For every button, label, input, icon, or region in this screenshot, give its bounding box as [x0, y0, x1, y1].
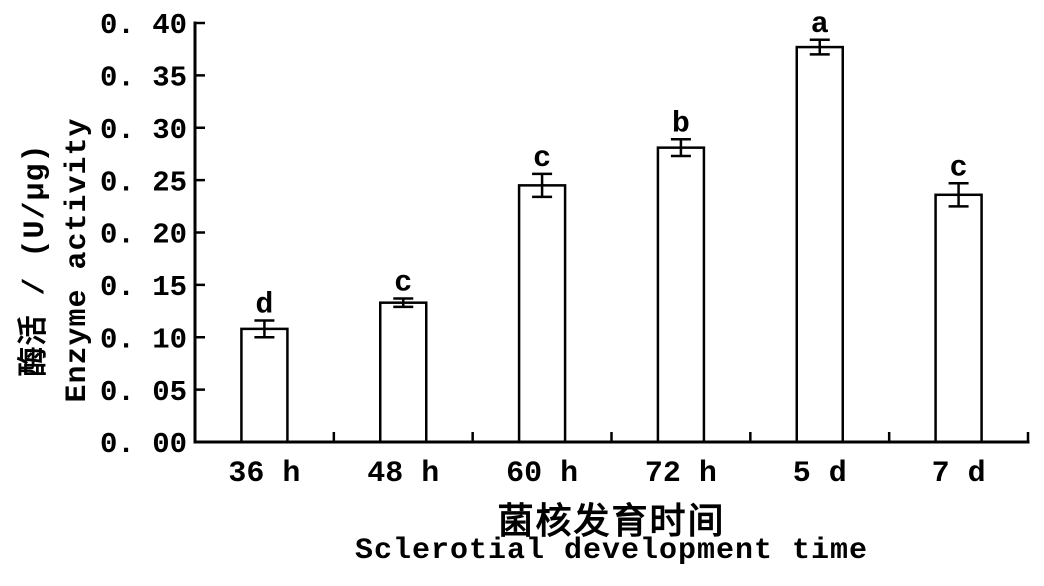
sig-letter: d — [255, 288, 273, 322]
x-tick-label: 5 d — [793, 457, 847, 491]
y-tick-label: 0. 05 — [100, 376, 187, 409]
bar — [379, 301, 428, 444]
y-axis-title: 酶活 / (U/μg) Enzyme activity — [15, 117, 99, 402]
x-axis-title-cn: 菌核发育时间 — [497, 500, 726, 541]
x-tick-label: 60 h — [506, 457, 578, 491]
x-tick-label: 48 h — [367, 457, 439, 491]
x-tick-label: 36 h — [228, 457, 300, 491]
y-tick-label: 0. 00 — [100, 428, 187, 461]
bar — [795, 45, 844, 444]
sig-letter: c — [394, 266, 412, 300]
y-tick-label: 0. 40 — [100, 9, 187, 42]
y-axis-title-cn: 酶活 / (U/μg) — [19, 143, 53, 377]
y-tick-label: 0. 20 — [100, 219, 187, 252]
bar — [934, 193, 983, 444]
bar — [240, 327, 289, 444]
y-axis-title-en: Enzyme activity — [61, 117, 95, 403]
y-tick-label: 0. 35 — [100, 62, 187, 95]
x-tick-label: 72 h — [645, 457, 717, 491]
sig-letter: b — [672, 107, 690, 141]
sig-letter: c — [533, 142, 551, 176]
sig-letter: c — [950, 151, 968, 185]
x-tick-label: 7 d — [932, 457, 986, 491]
y-tick-label: 0. 25 — [100, 166, 187, 199]
y-tick-label: 0. 10 — [100, 323, 187, 356]
y-tick-label: 0. 30 — [100, 114, 187, 147]
x-axis-title-en: Sclerotial development time — [354, 534, 869, 568]
bar — [656, 146, 706, 444]
y-tick-label: 0. 15 — [100, 271, 187, 304]
bar — [517, 184, 567, 444]
sig-letter: a — [811, 8, 829, 42]
